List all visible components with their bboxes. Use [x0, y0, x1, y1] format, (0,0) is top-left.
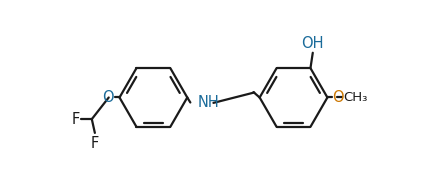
Text: NH: NH — [197, 95, 219, 110]
Text: O: O — [102, 90, 114, 105]
Text: F: F — [91, 136, 99, 151]
Text: OH: OH — [301, 36, 324, 51]
Text: F: F — [71, 112, 80, 127]
Text: CH₃: CH₃ — [343, 91, 367, 104]
Text: O: O — [332, 90, 343, 105]
